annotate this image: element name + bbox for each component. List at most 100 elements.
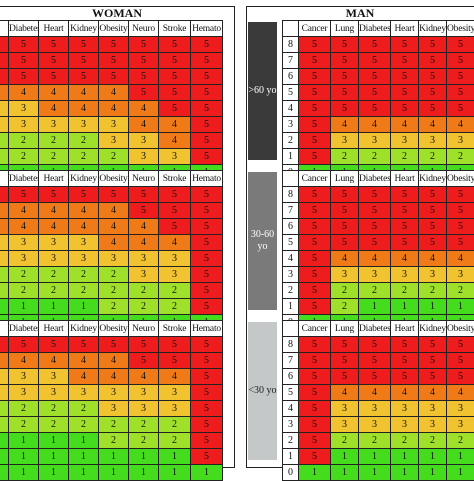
risk-cell: 5 bbox=[299, 101, 331, 117]
risk-cell: 5 bbox=[299, 85, 331, 101]
risk-cell: 5 bbox=[39, 53, 69, 69]
risk-cell: 3 bbox=[99, 251, 129, 267]
risk-cell: 1 bbox=[447, 299, 474, 315]
age-band-label: >60 yo bbox=[248, 22, 277, 160]
risk-cell: 5 bbox=[299, 235, 331, 251]
score-cell: 5 bbox=[283, 85, 299, 101]
row-edge-cell bbox=[0, 85, 9, 101]
risk-cell: 3 bbox=[359, 401, 391, 417]
risk-cell: 4 bbox=[99, 235, 129, 251]
risk-cell: 3 bbox=[129, 385, 159, 401]
risk-cell: 3 bbox=[9, 385, 39, 401]
score-cell: 4 bbox=[283, 101, 299, 117]
risk-cell: 5 bbox=[39, 337, 69, 353]
score-cell: 3 bbox=[283, 117, 299, 133]
row-edge-cell bbox=[0, 251, 9, 267]
risk-cell: 1 bbox=[99, 449, 129, 465]
risk-cell: 3 bbox=[9, 101, 39, 117]
risk-cell: 2 bbox=[9, 267, 39, 283]
risk-cell: 5 bbox=[359, 235, 391, 251]
risk-cell: 5 bbox=[299, 353, 331, 369]
column-header: Obesity bbox=[99, 321, 129, 337]
risk-cell: 5 bbox=[191, 283, 223, 299]
risk-cell: 2 bbox=[359, 433, 391, 449]
risk-cell: 2 bbox=[129, 433, 159, 449]
risk-cell: 4 bbox=[9, 219, 39, 235]
risk-cell: 5 bbox=[391, 101, 419, 117]
risk-cell: 1 bbox=[9, 449, 39, 465]
column-header: Diabetes bbox=[359, 171, 391, 187]
risk-cell: 5 bbox=[129, 53, 159, 69]
risk-cell: 5 bbox=[299, 283, 331, 299]
risk-cell: 5 bbox=[419, 219, 447, 235]
column-header: Heart bbox=[391, 171, 419, 187]
risk-cell: 5 bbox=[299, 337, 331, 353]
risk-cell: 5 bbox=[299, 299, 331, 315]
column-header: Hemato bbox=[191, 21, 223, 37]
row-edge-cell bbox=[0, 187, 9, 203]
risk-cell: 5 bbox=[299, 69, 331, 85]
risk-cell: 5 bbox=[299, 267, 331, 283]
row-edge-cell bbox=[0, 203, 9, 219]
score-cell: 0 bbox=[283, 465, 299, 481]
score-header bbox=[0, 21, 9, 37]
risk-cell: 5 bbox=[191, 85, 223, 101]
risk-cell: 5 bbox=[447, 219, 474, 235]
risk-cell: 3 bbox=[9, 369, 39, 385]
risk-cell: 5 bbox=[331, 187, 359, 203]
risk-cell: 5 bbox=[331, 53, 359, 69]
risk-cell: 1 bbox=[391, 465, 419, 481]
risk-cell: 3 bbox=[9, 117, 39, 133]
risk-cell: 5 bbox=[191, 299, 223, 315]
risk-cell: 4 bbox=[331, 117, 359, 133]
risk-cell: 5 bbox=[447, 53, 474, 69]
risk-cell: 5 bbox=[159, 187, 191, 203]
risk-cell: 4 bbox=[99, 203, 129, 219]
column-header: Lung bbox=[331, 21, 359, 37]
risk-cell: 5 bbox=[419, 235, 447, 251]
woman-title: WOMAN bbox=[0, 6, 234, 20]
score-cell: 6 bbox=[283, 69, 299, 85]
score-cell: 1 bbox=[283, 149, 299, 165]
risk-cell: 3 bbox=[447, 133, 474, 149]
risk-cell: 2 bbox=[39, 267, 69, 283]
risk-cell: 5 bbox=[191, 53, 223, 69]
risk-cell: 5 bbox=[191, 417, 223, 433]
row-edge-cell bbox=[0, 433, 9, 449]
risk-cell: 5 bbox=[191, 149, 223, 165]
risk-cell: 3 bbox=[447, 417, 474, 433]
risk-cell: 5 bbox=[191, 353, 223, 369]
risk-cell: 5 bbox=[129, 37, 159, 53]
risk-cell: 1 bbox=[391, 449, 419, 465]
risk-cell: 5 bbox=[419, 101, 447, 117]
row-edge-cell bbox=[0, 117, 9, 133]
risk-cell: 3 bbox=[39, 385, 69, 401]
risk-cell: 2 bbox=[419, 433, 447, 449]
risk-cell: 5 bbox=[99, 53, 129, 69]
risk-cell: 1 bbox=[99, 465, 129, 481]
risk-cell: 2 bbox=[99, 433, 129, 449]
risk-cell: 2 bbox=[69, 267, 99, 283]
score-cell: 3 bbox=[283, 267, 299, 283]
risk-cell: 5 bbox=[129, 203, 159, 219]
column-header: Neuro bbox=[129, 321, 159, 337]
risk-cell: 5 bbox=[191, 251, 223, 267]
risk-cell: 5 bbox=[191, 401, 223, 417]
score-cell: 3 bbox=[283, 417, 299, 433]
risk-cell: 4 bbox=[69, 353, 99, 369]
risk-cell: 5 bbox=[331, 353, 359, 369]
row-edge-cell bbox=[0, 449, 9, 465]
risk-cell: 5 bbox=[9, 37, 39, 53]
